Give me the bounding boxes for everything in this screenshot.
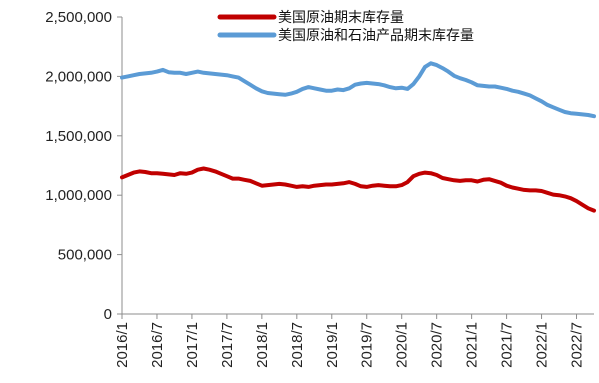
- x-tick-label: 2019/1: [324, 322, 341, 368]
- series-line-1: [120, 166, 596, 213]
- series-layer: [120, 61, 596, 213]
- x-tick-label: 2020/7: [429, 322, 446, 368]
- x-tick-label: 2017/1: [184, 322, 201, 368]
- x-tick-label: 2016/7: [149, 322, 166, 368]
- x-tick-label: 2017/7: [219, 322, 236, 368]
- y-tick-label: 0: [104, 306, 112, 323]
- legend-label-1: 美国原油期末库存量: [278, 10, 404, 26]
- axes: 0 500,000 1,000,000 1,500,000 2,000,000 2,500…: [45, 9, 594, 368]
- y-tick-label: 2,500,000: [45, 9, 112, 26]
- y-tick-label: 2,000,000: [45, 68, 112, 85]
- x-tick-label: 2022/1: [534, 322, 551, 368]
- x-tick-label: 2018/1: [254, 322, 271, 368]
- x-tick-label: 2021/1: [464, 322, 481, 368]
- x-tick-label: 2020/1: [394, 322, 411, 368]
- legend-label-2: 美国原油和石油产品期末库存量: [278, 28, 474, 44]
- x-tick-label: 2021/7: [499, 322, 516, 368]
- x-tick-label: 2019/7: [359, 322, 376, 368]
- y-tick-label: 1,500,000: [45, 128, 112, 145]
- series-line-2: [120, 61, 596, 119]
- x-tick-label: 2022/7: [569, 322, 586, 368]
- x-tick-label: 2016/1: [114, 322, 131, 368]
- y-tick-label: 1,000,000: [45, 187, 112, 204]
- y-tick-label: 500,000: [58, 247, 112, 264]
- x-tick-label: 2018/7: [289, 322, 306, 368]
